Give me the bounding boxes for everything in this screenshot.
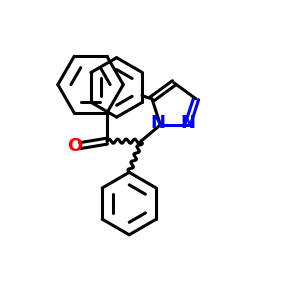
Text: O: O <box>67 136 83 154</box>
Text: N: N <box>151 114 166 132</box>
Text: N: N <box>180 114 195 132</box>
